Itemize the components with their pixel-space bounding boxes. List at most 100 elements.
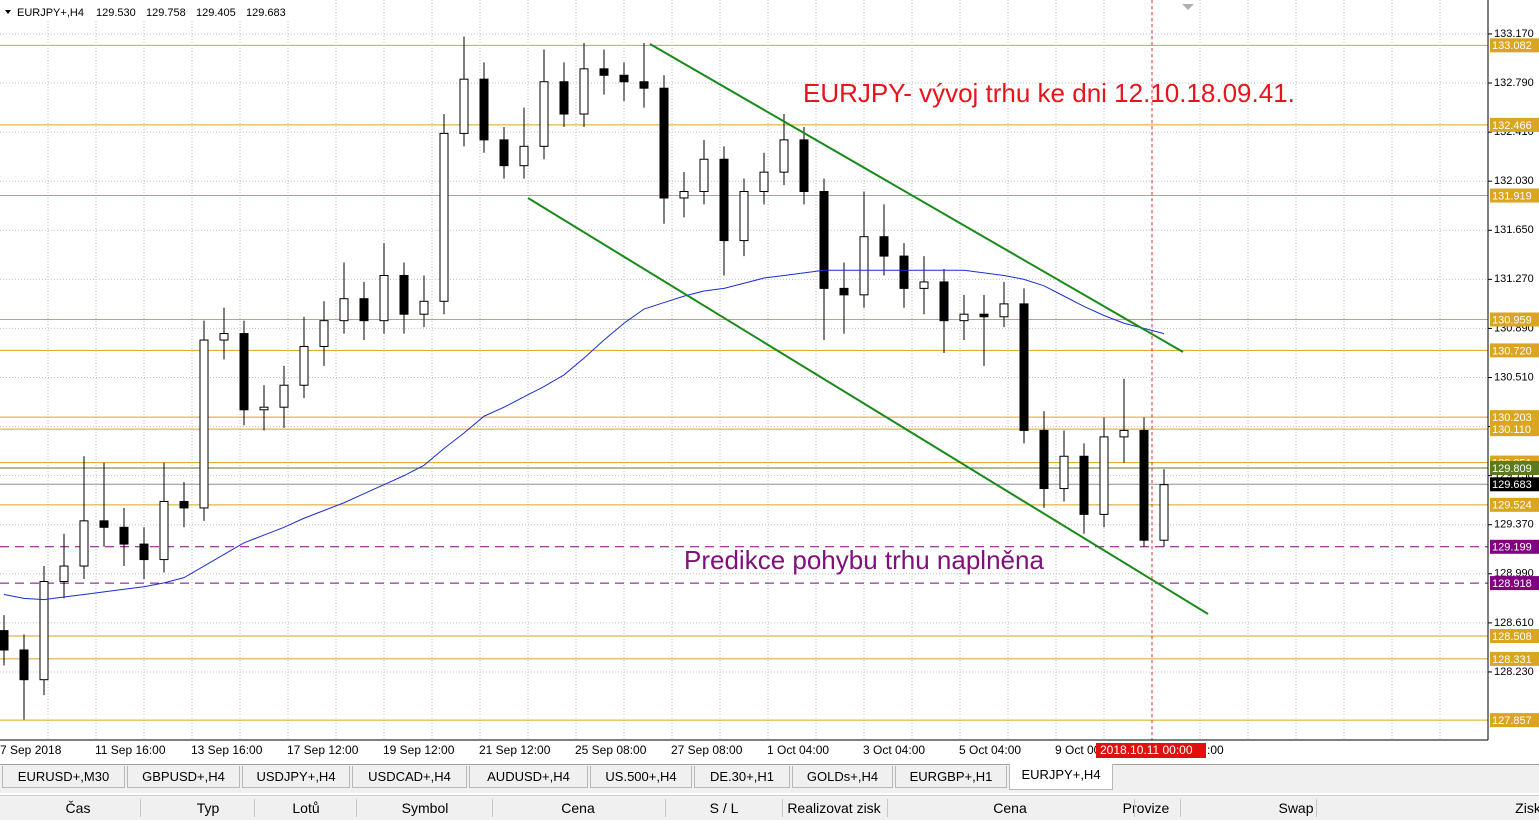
shift-marker[interactable] [1182,4,1194,10]
column-header-cell[interactable]: Typ [196,800,220,816]
candle-body [739,191,749,242]
candle-body [199,339,209,509]
candle-body [399,274,409,315]
x-tick-label: 21 Sep 12:00 [479,743,551,757]
column-header-cell[interactable]: Cena [561,800,595,816]
y-tick-label: 133.170 [1494,28,1534,40]
candle-body [319,320,329,347]
candle-body [1159,484,1169,541]
candle-body [639,81,649,89]
candle-body [839,287,849,296]
candle-body [219,333,229,341]
x-tick-label: 17 Sep 12:00 [287,743,359,757]
level-label: 129.683 [1492,479,1532,491]
column-header-cell[interactable]: Zisk [1515,800,1539,816]
x-tick-label: :00 [1207,743,1224,757]
level-label: 133.082 [1492,40,1532,52]
tab[interactable]: USDCAD+,H4 [352,766,467,788]
candle-body [659,87,669,199]
x-tick-label: 7 Sep 2018 [0,743,62,757]
level-label: 130.203 [1492,412,1532,424]
column-header [0,795,1539,820]
column-header-cell[interactable]: Symbol [401,800,449,816]
column-header-cell[interactable]: Lotů [292,800,320,816]
column-header-cell[interactable]: Čas [65,800,91,816]
candle-body [359,298,369,322]
level-label-bg [1490,713,1539,728]
candle-body [99,520,109,528]
candle-body [119,526,129,545]
x-tick-label: 19 Sep 12:00 [383,743,455,757]
candle-body [799,139,809,193]
level-label: 130.959 [1492,314,1532,326]
candle-body [859,236,869,296]
tab[interactable]: USDJPY+,H4 [242,766,350,788]
column-header-cell[interactable]: Provize [1122,800,1170,816]
tab[interactable]: EURUSD+,M30 [2,766,125,788]
column-separator [782,799,783,817]
level-label-bg [1490,651,1539,666]
y-tick-label: 131.270 [1494,273,1534,285]
candle-body [159,500,169,561]
tab[interactable]: GBPUSD+,H4 [127,766,240,788]
candle-body [679,191,689,199]
level-label: 129.809 [1492,463,1532,475]
tab[interactable]: GOLDs+,H4 [792,766,893,788]
column-separator [1316,799,1317,817]
candle-body [239,333,249,411]
candle-body [1039,429,1049,490]
column-separator [1134,799,1135,817]
tab[interactable]: EURJPY+,H4 [1009,764,1113,790]
column-separator [140,799,141,817]
column-header-cell[interactable]: Swap [1278,800,1314,816]
level-label: 129.199 [1492,542,1532,554]
column-header-cell[interactable]: Realizovat zisk [787,800,881,816]
candle-body [599,68,609,76]
level-label: 128.331 [1492,654,1532,666]
tab[interactable]: DE.30+,H1 [694,766,790,788]
candle-body [479,78,489,141]
candle-body [79,520,89,567]
column-header-cell[interactable]: Cena [993,800,1027,816]
ohlc: 129.758 [146,7,186,19]
candles [0,36,1169,720]
ohlc: 129.530 [96,7,136,19]
candle-body [179,500,189,509]
candle-body [539,81,549,147]
level-label-bg [1490,117,1539,132]
candle-body [719,158,729,242]
level-label: 132.466 [1492,120,1532,132]
column-separator [665,799,666,817]
candle-body [919,281,929,289]
axis-labels: 133.170132.790132.410132.030131.650131.2… [0,28,1539,758]
tab[interactable]: EURGBP+,H1 [895,766,1007,788]
candle-body [59,565,69,583]
candle-body [999,303,1009,318]
candle-body [879,236,889,257]
moving-average [3,269,1165,601]
candle-body [459,78,469,134]
candle-body [1059,455,1069,490]
candle-body [1099,436,1109,515]
candle-body [279,384,289,408]
background [0,0,1539,764]
channel-upper [649,43,1184,353]
candle-body [379,274,389,322]
tab[interactable]: AUDUSD+,H4 [469,766,588,788]
column-header-cell[interactable]: S / L [709,800,739,816]
cursor-label: 2018.10.11 00:00 [1100,743,1193,757]
header-bg [0,0,300,20]
level-label-bg [1490,38,1539,53]
tab[interactable]: US.500+,H4 [590,766,692,788]
candle-body [1079,455,1089,515]
candle-body [419,300,429,315]
column-separator [254,799,255,817]
y-tick-label: 132.030 [1494,175,1534,187]
candle-body [19,649,29,681]
candle-body [899,255,909,289]
candle-body [959,313,969,322]
menu-arrow[interactable] [5,10,11,14]
x-tick-label: 27 Sep 08:00 [671,743,743,757]
level-label-bg [1490,629,1539,644]
